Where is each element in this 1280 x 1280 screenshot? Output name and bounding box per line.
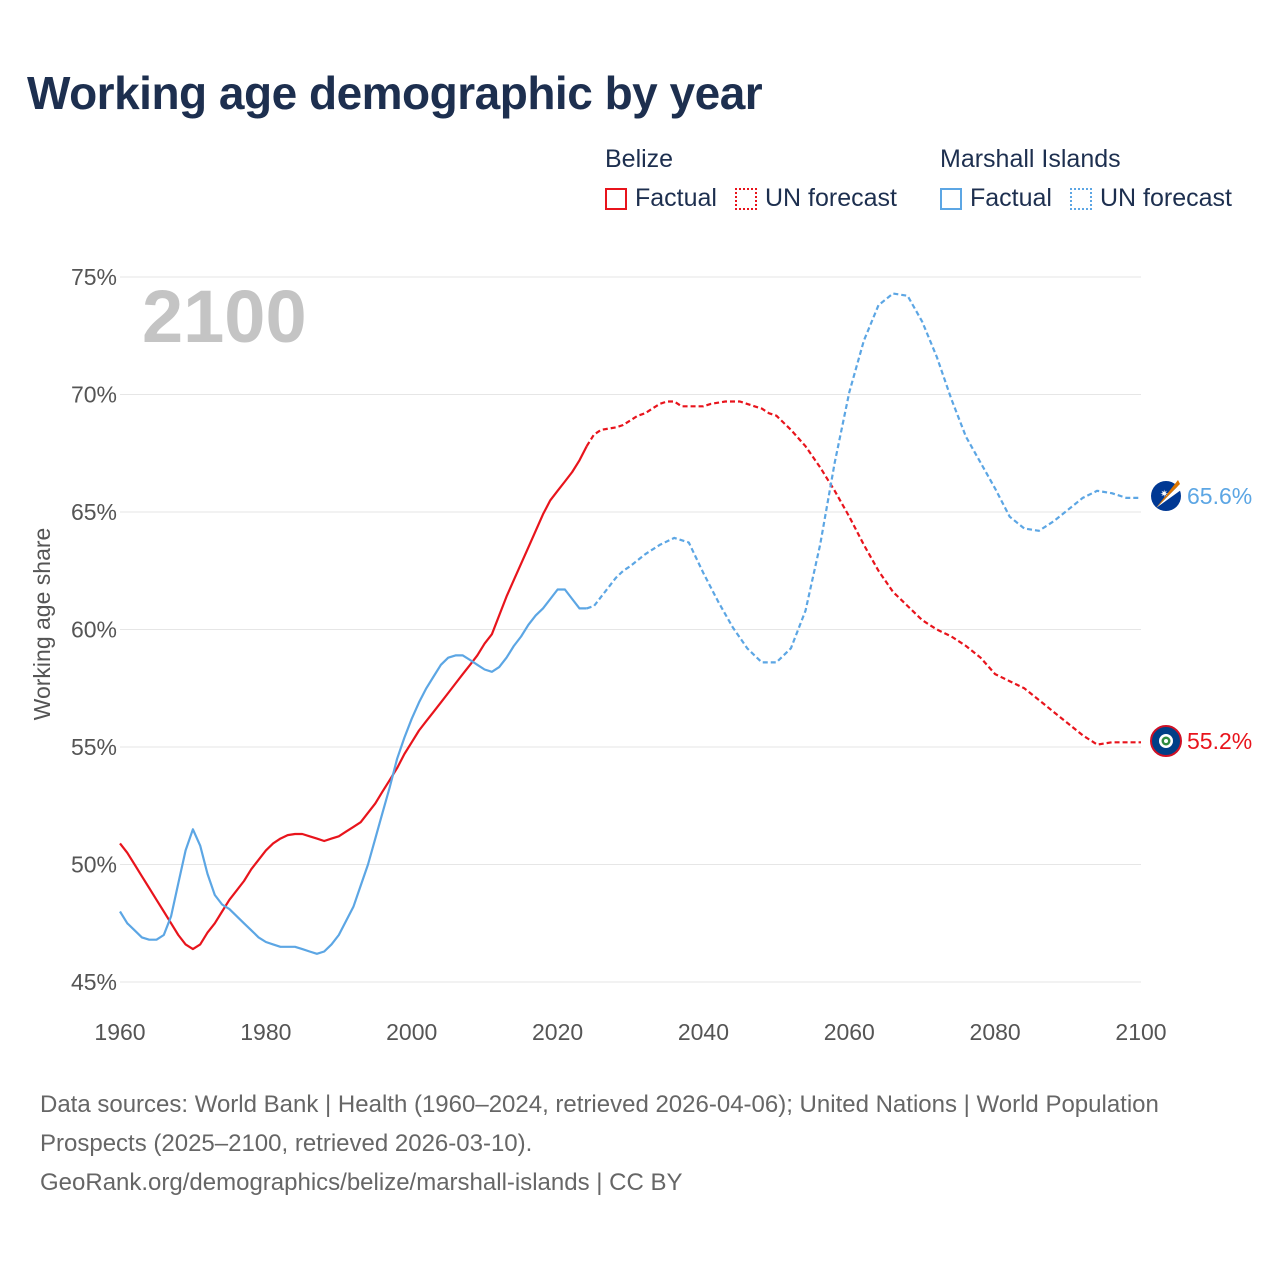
y-tick-label: 60% xyxy=(71,617,117,643)
marshall-islands-flag-icon: ✷ xyxy=(1151,480,1181,511)
legend-item-belize-factual[interactable]: Factual xyxy=(605,184,717,213)
legend-label: Factual xyxy=(635,184,717,212)
y-tick-label: 55% xyxy=(71,734,117,760)
x-tick-label: 2040 xyxy=(678,1019,729,1045)
x-tick-label: 2080 xyxy=(970,1019,1021,1045)
legend-label: Factual xyxy=(970,184,1052,212)
x-tick-label: 2000 xyxy=(386,1019,437,1045)
y-tick-label: 65% xyxy=(71,499,117,525)
legend-item-marshall-forecast[interactable]: UN forecast xyxy=(1069,184,1232,213)
y-tick-label: 45% xyxy=(71,969,117,995)
belize-flag-icon xyxy=(1150,725,1182,757)
x-tick-label: 2020 xyxy=(532,1019,583,1045)
legend-belize: Belize Factual UN forecast xyxy=(605,145,897,213)
sources-line-2: GeoRank.org/demographics/belize/marshall… xyxy=(40,1169,683,1196)
svg-text:✷: ✷ xyxy=(1160,489,1168,500)
y-tick-label: 75% xyxy=(71,264,117,290)
x-tick-label: 1960 xyxy=(94,1019,145,1045)
year-watermark: 2100 xyxy=(142,275,307,358)
legend-item-belize-forecast[interactable]: UN forecast xyxy=(734,184,897,213)
sources-line-1: Data sources: World Bank | Health (1960–… xyxy=(40,1091,1159,1157)
legend-label: UN forecast xyxy=(764,184,897,212)
legend-item-marshall-factual[interactable]: Factual xyxy=(940,184,1052,213)
x-tick-label: 1980 xyxy=(240,1019,291,1045)
belize-forecast-line xyxy=(585,400,1141,746)
x-tick-label: 2060 xyxy=(824,1019,875,1045)
legend-swatch-dotted xyxy=(1069,187,1092,210)
belize-factual-line xyxy=(119,445,588,951)
legend-group-title: Belize xyxy=(605,145,674,173)
line-chart: 45% 50% 55% 60% 65% 70% 75% 1960 1980 2000 2020 20… xyxy=(29,264,1252,1045)
chart-title: Working age demographic by year xyxy=(27,67,763,119)
legend-label: UN forecast xyxy=(1099,184,1232,212)
marshall-islands-factual-line xyxy=(119,588,587,955)
data-sources: Data sources: World Bank | Health (1960–… xyxy=(40,1085,1220,1202)
marshall-islands-forecast-line xyxy=(586,292,1141,664)
x-tick-label: 2100 xyxy=(1115,1019,1166,1045)
legend-marshall-islands: Marshall Islands Factual UN forecast xyxy=(940,145,1232,213)
legend-group-title: Marshall Islands xyxy=(940,145,1121,173)
y-tick-label: 70% xyxy=(71,382,117,408)
marshall-end-value-label: 65.6% xyxy=(1187,483,1252,509)
legend-swatch-solid xyxy=(940,187,962,210)
y-axis-label: Working age share xyxy=(29,528,55,721)
y-tick-label: 50% xyxy=(71,852,117,878)
legend-swatch-solid xyxy=(605,187,627,210)
legend-swatch-dotted xyxy=(734,187,757,210)
belize-end-value-label: 55.2% xyxy=(1187,728,1252,754)
